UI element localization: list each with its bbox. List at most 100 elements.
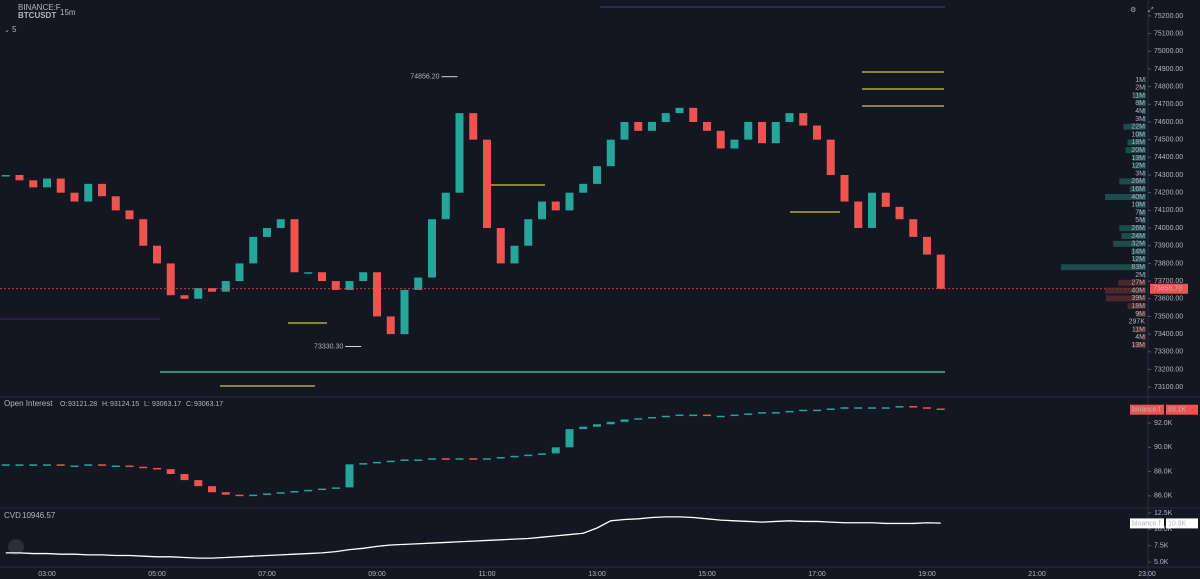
cvd-line xyxy=(5,516,941,559)
y-tick-label: 74600.00 xyxy=(1154,119,1183,126)
volume-profile-bar xyxy=(1132,155,1146,161)
volume-profile-label: 5M xyxy=(1135,217,1145,224)
y-tick-label: 74400.00 xyxy=(1154,154,1183,161)
candle xyxy=(180,474,189,481)
volume-profile-label: 26M xyxy=(1131,225,1145,232)
candle xyxy=(111,465,120,468)
ohlc-value: 93063.17 xyxy=(194,401,223,408)
candle xyxy=(441,192,450,220)
candle xyxy=(510,245,519,264)
candle xyxy=(331,487,340,489)
candle xyxy=(15,464,24,466)
volume-profile-bar xyxy=(1140,217,1146,224)
candle xyxy=(923,236,931,255)
volume-profile-bar xyxy=(1119,225,1146,232)
volume-profile-bar xyxy=(1141,108,1146,115)
candle xyxy=(235,494,244,497)
volume-profile-bar xyxy=(1119,178,1146,185)
candle xyxy=(881,192,890,207)
badge-source: binance.f xyxy=(1132,407,1160,414)
volume-profile-bar xyxy=(1105,287,1146,294)
volume-profile-bar xyxy=(1127,139,1146,146)
candle xyxy=(400,289,409,335)
candle xyxy=(166,469,175,475)
volume-profile-bar xyxy=(1123,123,1146,130)
candle xyxy=(373,272,381,317)
candle xyxy=(895,206,904,220)
x-tick-label: 03:00 xyxy=(38,571,56,578)
zoom[interactable]: 5 xyxy=(12,25,17,34)
candle xyxy=(15,175,24,181)
volume-profile-label: 10M xyxy=(1131,202,1145,209)
candle xyxy=(510,455,519,458)
x-tick-label: 07:00 xyxy=(258,571,276,578)
candle xyxy=(565,429,574,448)
ohlc-key: O: xyxy=(60,401,67,408)
volume-profile-bar xyxy=(1135,201,1146,208)
volume-profile-bar xyxy=(1134,326,1146,333)
badge-source-bg xyxy=(1130,518,1164,529)
oi-title: Open Interest xyxy=(4,399,53,408)
y-tick-label: 74900.00 xyxy=(1154,66,1183,73)
candle xyxy=(249,236,258,264)
exchange: BINANCE:F xyxy=(18,3,61,12)
y-tick-label: 88.0K xyxy=(1154,468,1173,475)
candle xyxy=(785,410,794,413)
candle xyxy=(194,288,203,299)
candle xyxy=(98,464,106,466)
y-tick-label: 74700.00 xyxy=(1154,101,1183,108)
candle xyxy=(524,219,533,246)
badge-value: 10.9K xyxy=(1168,520,1187,527)
badge-value-bg xyxy=(1166,404,1198,415)
candle xyxy=(318,488,326,491)
candle xyxy=(703,414,711,417)
symbol[interactable]: BTCUSDT xyxy=(18,11,56,20)
logo[interactable] xyxy=(8,539,24,555)
y-tick-label: 74500.00 xyxy=(1154,137,1183,144)
candle xyxy=(799,113,808,126)
last-price: 73656.70 xyxy=(1153,286,1182,293)
candle xyxy=(84,183,93,202)
volume-profile-bar xyxy=(1127,303,1146,310)
liquidity-levels xyxy=(0,6,945,387)
volume-profile-label: 18M xyxy=(1131,303,1145,310)
candle xyxy=(744,121,753,140)
candle xyxy=(414,277,423,290)
y-tick-label: 5.0K xyxy=(1154,559,1169,566)
volume-profile-bar xyxy=(1133,162,1146,169)
candle xyxy=(139,466,148,469)
volume-profile-label: 3M xyxy=(1135,116,1145,123)
y-tick-label: 74100.00 xyxy=(1154,207,1183,214)
interval[interactable]: 15m xyxy=(60,8,76,17)
volume-profile-bar xyxy=(1134,92,1146,99)
candle xyxy=(579,183,588,193)
candle xyxy=(579,426,588,430)
fullscreen-icon[interactable]: ⤢ xyxy=(1148,7,1154,14)
settings-icon[interactable]: ⚙ xyxy=(1130,6,1136,14)
candle xyxy=(1,464,10,466)
candle xyxy=(854,201,863,229)
volume-profile-label: 4M xyxy=(1135,334,1145,341)
y-tick-label: 73500.00 xyxy=(1154,313,1183,320)
y-tick-label: 92.0K xyxy=(1154,420,1173,427)
volume-profile-label: 40M xyxy=(1131,194,1145,201)
volume-profile-bar xyxy=(1143,272,1146,278)
collapse-icon[interactable]: ⌄ xyxy=(4,27,10,34)
x-tick-label: 05:00 xyxy=(148,571,166,578)
volume-profile-bar xyxy=(1131,248,1146,255)
y-tick-label: 73400.00 xyxy=(1154,331,1183,338)
volume-profile-bar xyxy=(1105,194,1146,200)
candle xyxy=(98,183,106,197)
candle xyxy=(455,458,464,460)
candle xyxy=(428,458,436,460)
candle xyxy=(414,459,423,461)
candle xyxy=(263,228,271,237)
candle xyxy=(221,492,230,495)
candle xyxy=(840,175,849,202)
candle xyxy=(43,464,51,466)
y-tick-label: 74300.00 xyxy=(1154,172,1183,179)
annotation: 73330.30 xyxy=(314,343,343,350)
candle xyxy=(744,413,753,415)
volume-profile-label: 2M xyxy=(1135,272,1145,279)
annotation: 74856.20 xyxy=(410,74,439,81)
